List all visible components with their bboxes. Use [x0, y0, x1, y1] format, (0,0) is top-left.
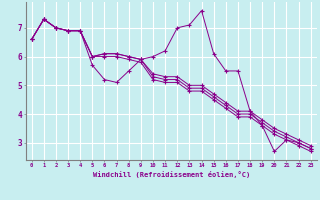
X-axis label: Windchill (Refroidissement éolien,°C): Windchill (Refroidissement éolien,°C) — [92, 171, 250, 178]
